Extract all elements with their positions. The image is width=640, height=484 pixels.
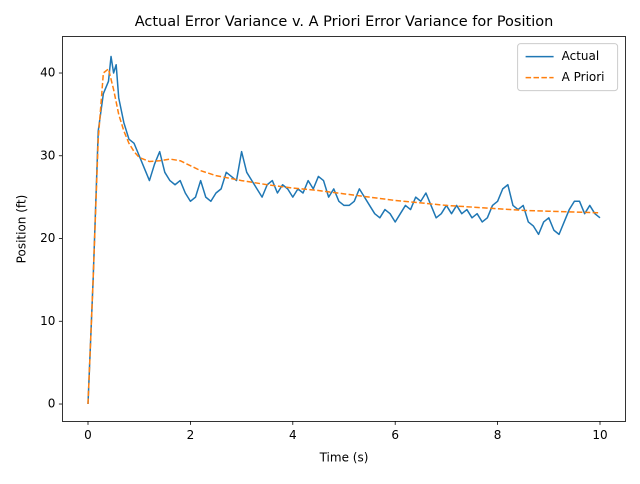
line-series [87,68,601,405]
line-series [87,55,601,405]
y-tick-label: 10 [40,314,55,328]
legend-label: A Priori [562,70,605,84]
legend-box [517,43,619,92]
y-tick-label: 40 [40,66,55,80]
x-tick-label: 10 [592,428,607,442]
x-tick-label: 8 [494,428,502,442]
plot-frame [62,36,627,422]
x-tick-label: 6 [391,428,399,442]
x-tick-label: 4 [289,428,297,442]
y-tick-label: 0 [48,397,56,411]
y-axis-label: Position (ft) [15,195,29,264]
chart-title: Actual Error Variance v. A Priori Error … [135,14,554,30]
y-tick-label: 30 [40,148,55,162]
legend-label: Actual [562,49,600,63]
x-tick-label: 0 [84,428,92,442]
x-axis-label: Time (s) [319,451,369,465]
y-tick-label: 20 [40,231,55,245]
x-tick-label: 2 [187,428,195,442]
